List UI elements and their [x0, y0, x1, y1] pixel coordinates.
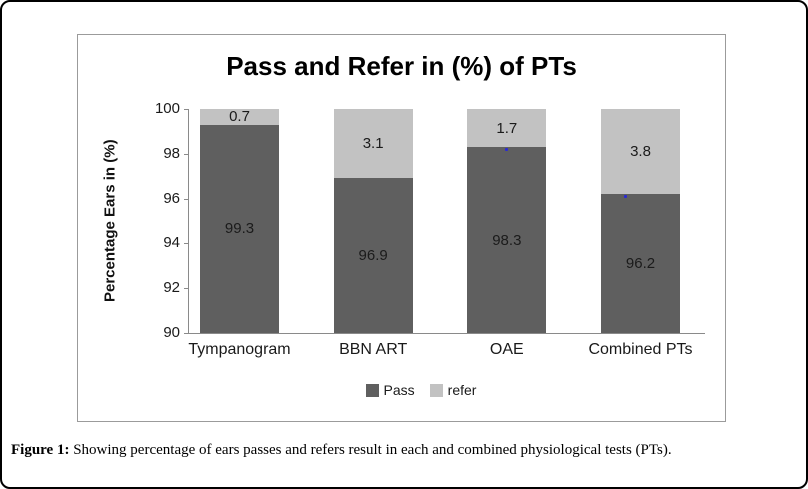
- y-axis-tick-mark: [184, 333, 189, 334]
- y-axis-tick-94: 94: [163, 234, 180, 252]
- bar-segment-refer-bbn-art: 3.1: [333, 109, 413, 179]
- y-axis-title: Percentage Ears in (%): [101, 139, 119, 303]
- legend-item-pass: Pass: [365, 382, 415, 398]
- legend-swatch-pass: [365, 383, 379, 397]
- x-axis-label-tympanogram: Tympanogram: [188, 341, 291, 358]
- chart-legend: Pass refer: [98, 382, 744, 398]
- bar-segment-pass-oae: 98.3: [467, 147, 547, 333]
- y-axis-line: [188, 109, 189, 334]
- y-axis-tick-mark: [184, 288, 189, 290]
- bar-segment-pass-combined-pts: 96.2: [601, 194, 680, 333]
- x-axis-label-combined-pts: Combined PTs: [588, 341, 693, 358]
- x-axis-label-bbn-art: BBN ART: [339, 341, 408, 358]
- figure-caption: Figure 1: Showing percentage of ears pas…: [11, 442, 791, 459]
- x-axis-label-oae: OAE: [489, 341, 524, 358]
- bar-bbn-art: 3.1 96.9: [333, 109, 413, 333]
- legend-label-pass: Pass: [383, 382, 415, 398]
- bar-combined-pts: 3.8 96.2: [601, 109, 680, 333]
- figure-caption-label: Figure 1:: [11, 442, 70, 458]
- pass-value-label: 96.9: [358, 247, 388, 265]
- y-axis-tick-98: 98: [163, 144, 180, 162]
- bar-segment-pass-bbn-art: 96.9: [333, 178, 413, 333]
- y-axis-tick-92: 92: [163, 279, 180, 297]
- y-axis-tick-mark: [184, 243, 189, 245]
- pass-value-label: 96.2: [625, 255, 656, 273]
- refer-value-label: 3.1: [362, 135, 384, 153]
- x-axis-line: [184, 333, 705, 334]
- refer-value-label: 0.7: [229, 108, 250, 126]
- bar-segment-refer-combined-pts: 3.8: [601, 109, 680, 195]
- y-axis-tick-mark: [184, 198, 189, 200]
- y-axis-tick-mark: [184, 109, 189, 110]
- legend-swatch-refer: [429, 383, 443, 397]
- refer-value-label: 1.7: [496, 119, 518, 137]
- bar-tympanogram: 0.7 99.3: [200, 108, 279, 333]
- legend-item-refer: refer: [429, 382, 477, 398]
- chart-frame: Pass and Refer in (%) of PTs Percentage …: [77, 34, 726, 422]
- bar-segment-refer-oae: 1.7: [467, 109, 547, 148]
- refer-value-label: 3.8: [630, 143, 651, 161]
- y-axis-tick-100: 100: [154, 100, 180, 117]
- bar-segment-refer-tympanogram: 0.7: [200, 108, 279, 126]
- plot-area: 0.7 99.3 3.1 96.9 1.7 98.3 3.8 96.2: [189, 108, 706, 333]
- y-axis-tick-96: 96: [163, 189, 180, 207]
- series-marker-dot: [505, 148, 509, 152]
- series-marker-dot: [623, 195, 627, 199]
- chart-title: Pass and Refer in (%) of PTs: [226, 51, 577, 81]
- figure-caption-text: Showing percentage of ears passes and re…: [69, 442, 672, 458]
- pass-value-label: 99.3: [224, 220, 255, 238]
- y-axis-tick-90: 90: [163, 324, 180, 341]
- bar-segment-pass-tympanogram: 99.3: [200, 124, 279, 333]
- legend-label-refer: refer: [447, 382, 477, 398]
- y-axis-tick-mark: [184, 153, 189, 155]
- bar-oae: 1.7 98.3: [467, 109, 547, 333]
- pass-value-label: 98.3: [492, 231, 522, 249]
